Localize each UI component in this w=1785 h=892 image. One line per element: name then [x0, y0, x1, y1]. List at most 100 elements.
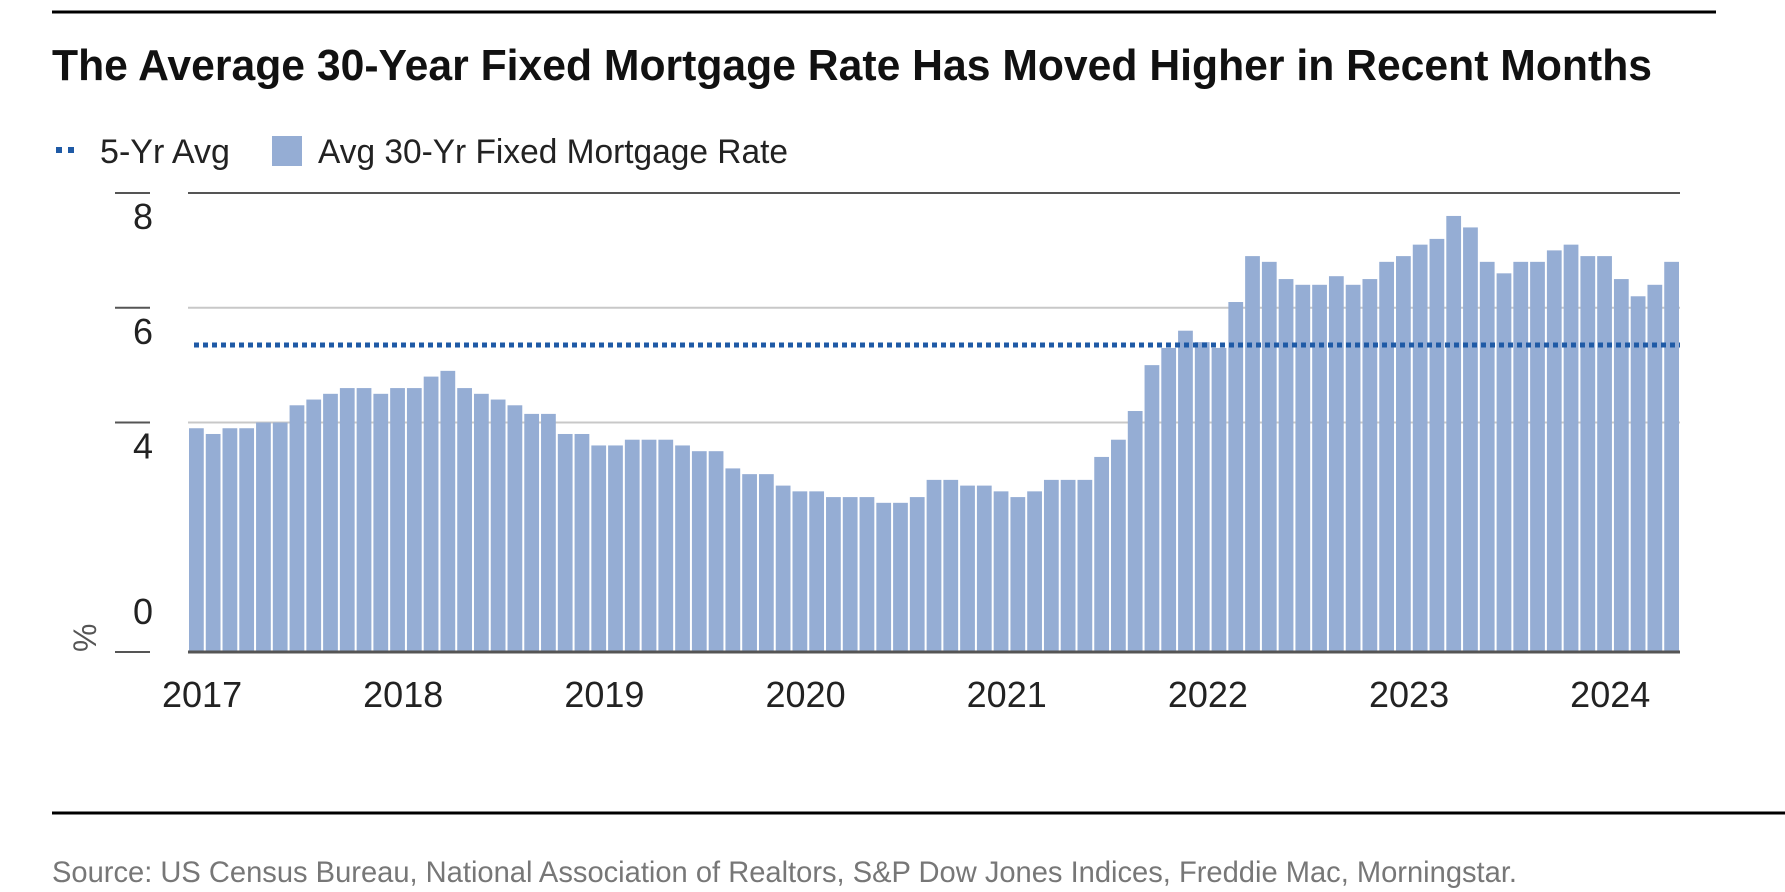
- bar: [1412, 244, 1428, 652]
- x-tick-label: 2022: [1168, 674, 1248, 715]
- bar: [691, 451, 707, 652]
- bar: [1613, 279, 1629, 652]
- bar: [1546, 250, 1562, 653]
- bar: [306, 399, 322, 652]
- x-tick-label: 2019: [564, 674, 644, 715]
- bar: [557, 433, 573, 652]
- bar: [356, 388, 372, 652]
- bar: [457, 388, 472, 652]
- bar: [591, 445, 607, 652]
- bar: [1027, 491, 1042, 652]
- bar: [909, 497, 925, 652]
- bar: [1647, 284, 1663, 652]
- bar: [1144, 365, 1160, 653]
- x-tick-label: 2024: [1570, 674, 1650, 715]
- bar: [893, 502, 908, 652]
- bar: [624, 439, 640, 652]
- x-tick-label: 2020: [766, 674, 846, 715]
- bar: [859, 497, 875, 652]
- bar: [1111, 439, 1126, 652]
- bar: [641, 439, 657, 652]
- bar: [1429, 238, 1445, 652]
- bar: [1328, 276, 1344, 652]
- bar: [926, 479, 942, 653]
- bar: [725, 468, 741, 652]
- y-tick-label: 0: [133, 591, 153, 632]
- x-tick-label: 2021: [967, 674, 1047, 715]
- bar: [708, 451, 724, 652]
- bar: [205, 433, 221, 652]
- legend-avg-label: 5-Yr Avg: [100, 133, 230, 171]
- bar: [1530, 261, 1545, 652]
- y-axis-label: %: [67, 624, 103, 652]
- source-note: Source: US Census Bureau, National Assoc…: [52, 856, 1517, 889]
- bar: [541, 413, 556, 652]
- chart-title: The Average 30-Year Fixed Mortgage Rate …: [52, 41, 1652, 90]
- bar: [1479, 261, 1495, 652]
- bar: [440, 370, 456, 652]
- bar: [406, 388, 422, 652]
- x-tick-label: 2017: [162, 674, 242, 715]
- bar: [1295, 284, 1311, 652]
- bar: [1312, 284, 1327, 652]
- bar: [960, 485, 975, 652]
- y-tick-label: 6: [133, 311, 153, 352]
- bar: [473, 393, 489, 652]
- bar: [943, 479, 959, 653]
- bar: [1362, 279, 1378, 652]
- bar: [1211, 347, 1227, 652]
- bar: [775, 485, 791, 652]
- bar: [239, 428, 255, 652]
- y-tick-label: 8: [133, 196, 153, 237]
- x-tick-label: 2018: [363, 674, 443, 715]
- legend-bar-label: Avg 30-Yr Fixed Mortgage Rate: [318, 133, 788, 171]
- bar: [876, 502, 892, 652]
- legend-bar-swatch: [272, 136, 302, 166]
- bar: [1094, 456, 1110, 652]
- bar: [1345, 284, 1361, 652]
- bar: [423, 376, 439, 652]
- x-tick-label: 2023: [1369, 674, 1449, 715]
- bar: [524, 413, 540, 652]
- bar: [1446, 215, 1462, 652]
- bar: [1010, 497, 1026, 652]
- bar: [1077, 479, 1093, 653]
- bar: [809, 491, 825, 652]
- bar: [373, 393, 389, 652]
- bar: [1563, 244, 1579, 652]
- bar: [1161, 347, 1177, 652]
- bar: [1178, 330, 1193, 652]
- bar: [1245, 256, 1260, 652]
- bar: [658, 439, 674, 652]
- bar: [675, 445, 690, 652]
- bar: [390, 388, 405, 652]
- bar: [574, 433, 590, 652]
- bar: [507, 405, 523, 652]
- plot-area: 0 4 6 8 2017 2018 2019 2020 2021 2022 2023 2024: [115, 192, 1680, 715]
- bar: [1278, 279, 1294, 652]
- bar: [222, 428, 238, 652]
- bar: [1496, 273, 1512, 652]
- bar: [608, 445, 623, 652]
- y-tick-label: 4: [133, 426, 153, 467]
- legend: 5-Yr Avg Avg 30-Yr Fixed Mortgage Rate: [56, 133, 788, 171]
- bar: [1463, 227, 1478, 653]
- bar: [758, 474, 774, 652]
- bar: [189, 428, 204, 652]
- bar: [256, 422, 271, 652]
- bar: [742, 474, 757, 652]
- bar: [1513, 261, 1529, 652]
- bar: [272, 422, 288, 652]
- bar: [842, 497, 858, 652]
- bar: [1396, 256, 1411, 652]
- bar: [339, 388, 355, 652]
- bar: [993, 491, 1009, 652]
- bar: [1261, 261, 1277, 652]
- bar: [1043, 479, 1059, 653]
- bar: [490, 399, 506, 652]
- bar: [976, 485, 992, 652]
- bar: [792, 491, 808, 652]
- bar: [323, 393, 338, 652]
- bar: [1597, 256, 1612, 652]
